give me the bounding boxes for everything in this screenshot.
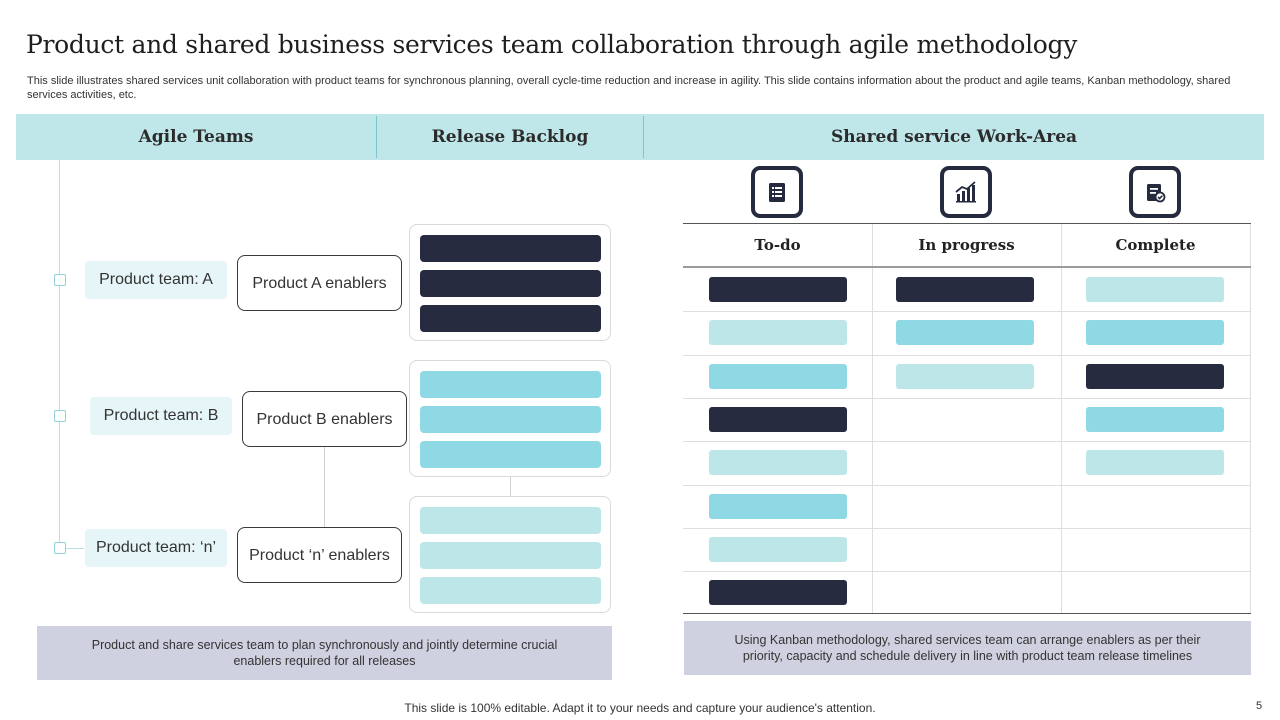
- backlog-item: [420, 406, 601, 433]
- kanban-card: [1086, 320, 1224, 346]
- enabler-box-a: Product A enablers: [237, 255, 402, 311]
- kanban-card: [1086, 450, 1224, 476]
- right-note: Using Kanban methodology, shared service…: [684, 621, 1251, 675]
- kanban-row-divider: [683, 354, 1251, 356]
- kanban-col-todo: To-do: [754, 236, 801, 254]
- kanban-column-divider: [872, 224, 873, 613]
- kanban-row-divider: [683, 311, 1251, 313]
- team-label-a: Product team: A: [85, 261, 227, 299]
- kanban-row-divider: [683, 397, 1251, 399]
- shared-work-area-header: Shared service Work-Area: [830, 127, 1078, 147]
- backlog-connector: [510, 477, 511, 496]
- backlog-item: [420, 235, 601, 262]
- kanban-card: [709, 277, 847, 302]
- backlog-item: [420, 305, 601, 332]
- kanban-card: [709, 363, 847, 389]
- todo-list-icon: [751, 166, 803, 218]
- enabler-box-b: Product B enablers: [242, 391, 407, 447]
- kanban-card: [1086, 363, 1224, 389]
- kanban-col-complete: Complete: [1115, 236, 1196, 254]
- section-header-band: Agile Teams Release Backlog Shared servi…: [16, 114, 1264, 160]
- header-divider: [643, 116, 644, 158]
- kanban-col-in-progress: In progress: [918, 236, 1015, 254]
- kanban-card: [709, 450, 847, 476]
- kanban-row-divider: [683, 527, 1251, 529]
- backlog-item: [420, 507, 601, 534]
- timeline-node: [54, 410, 66, 422]
- kanban-card: [896, 320, 1034, 346]
- timeline-node: [54, 542, 66, 554]
- kanban-card: [1086, 277, 1224, 302]
- kanban-board: [683, 223, 1251, 614]
- kanban-card: [896, 363, 1034, 389]
- footer-text: This slide is 100% editable. Adapt it to…: [404, 701, 876, 715]
- timeline-connector: [66, 548, 84, 549]
- release-backlog-header: Release Backlog: [431, 127, 589, 147]
- backlog-item: [420, 371, 601, 398]
- kanban-card: [709, 406, 847, 432]
- kanban-card: [709, 580, 847, 606]
- kanban-row-divider: [683, 571, 1251, 573]
- kanban-card: [896, 277, 1034, 302]
- header-divider: [376, 116, 377, 158]
- backlog-item: [420, 577, 601, 604]
- timeline-node: [54, 274, 66, 286]
- kanban-row-divider: [683, 441, 1251, 443]
- kanban-card: [1086, 406, 1224, 432]
- backlog-group-a: [409, 224, 611, 341]
- page-subtitle: This slide illustrates shared services u…: [27, 75, 1231, 101]
- kanban-card: [709, 493, 847, 519]
- enabler-connector: [324, 447, 325, 527]
- kanban-column-divider: [1061, 224, 1062, 613]
- kanban-column-divider: [1250, 224, 1251, 613]
- page-title: Product and shared business services tea…: [26, 30, 1078, 59]
- team-label-b: Product team: B: [90, 397, 232, 435]
- kanban-card: [709, 320, 847, 346]
- progress-chart-icon: [940, 166, 992, 218]
- kanban-row-divider: [683, 484, 1251, 486]
- backlog-item: [420, 270, 601, 297]
- agile-teams-header: Agile Teams: [138, 127, 254, 147]
- complete-checklist-icon: [1129, 166, 1181, 218]
- backlog-item: [420, 542, 601, 569]
- enabler-box-n: Product ‘n’ enablers: [237, 527, 402, 583]
- page-number: 5: [1256, 700, 1263, 712]
- backlog-group-b: [409, 360, 611, 477]
- left-note: Product and share services team to plan …: [37, 626, 612, 680]
- team-label-n: Product team: ‘n’: [85, 529, 227, 567]
- timeline-line: [59, 160, 60, 550]
- backlog-group-n: [409, 496, 611, 613]
- kanban-header-rule: [683, 266, 1251, 268]
- backlog-item: [420, 441, 601, 468]
- kanban-card: [709, 536, 847, 562]
